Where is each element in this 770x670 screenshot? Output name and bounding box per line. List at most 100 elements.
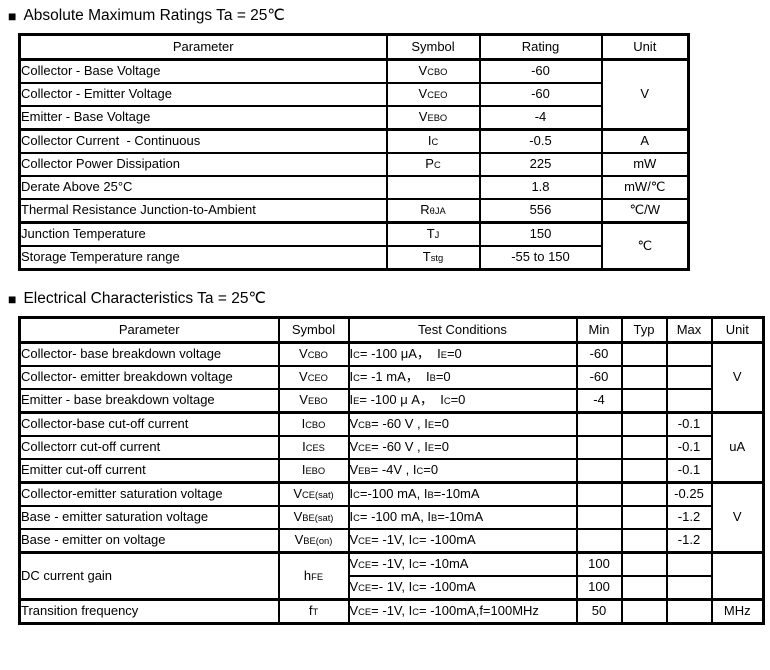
cell-typ	[620, 505, 668, 530]
cell-typ	[620, 598, 668, 625]
cell-min	[575, 528, 623, 554]
cell-parameter: DC current gain	[18, 551, 280, 601]
cell-unit: mW/℃	[600, 175, 690, 200]
section-title-absolute-maximum-ratings: ■ Absolute Maximum Ratings Ta = 25℃	[8, 0, 770, 25]
cell-symbol: ICBO	[277, 411, 350, 437]
table-row: Base - emitter saturation voltage VBE(sat…	[18, 505, 764, 530]
cell-max: -0.1	[665, 458, 713, 484]
cell-max	[665, 598, 713, 625]
cell-max: -0.1	[665, 435, 713, 460]
cell-unit: ℃	[600, 221, 690, 271]
cell-min: -4	[575, 388, 623, 414]
cell-min: 50	[575, 598, 623, 625]
table-row: Collector Current - Continuous IC -0.5 A	[18, 128, 690, 154]
column-header-symbol: Symbol	[277, 316, 350, 344]
table-row: Storage Temperature range Tstg -55 to 150	[18, 245, 689, 271]
cell-symbol	[385, 175, 481, 200]
column-header-unit: Unit	[710, 316, 765, 344]
cell-min	[575, 411, 623, 437]
cell-rating: -55 to 150	[478, 245, 603, 271]
cell-conditions: IE= -100 μ A， IC=0	[347, 388, 578, 414]
cell-min: -60	[575, 365, 623, 390]
table-row: Collector- base breakdown voltage VCBO IC=…	[18, 341, 765, 414]
cell-parameter: Emitter - Base Voltage	[18, 105, 388, 131]
table-row: Derate Above 25°C 1.8 mW/℃	[18, 175, 690, 200]
cell-parameter: Base - emitter saturation voltage	[18, 505, 280, 530]
header-row: Parameter Symbol Rating Unit	[18, 33, 690, 61]
cell-unit: V	[710, 481, 765, 554]
cell-rating: 225	[478, 152, 603, 177]
table-row: Junction Temperature TJ 150 ℃	[18, 221, 690, 271]
cell-typ	[620, 388, 668, 414]
cell-conditions: VCE= -60 V , IE=0	[347, 435, 578, 460]
cell-max	[665, 388, 713, 414]
table-row: Collector Power Dissipation PC 225 mW	[18, 152, 690, 177]
cell-symbol: VCEO	[385, 82, 481, 107]
cell-conditions: VCE= -1V, IC= -100mA,f=100MHz	[347, 598, 578, 625]
cell-rating: -4	[478, 105, 603, 131]
cell-symbol: TJ	[385, 221, 481, 247]
cell-typ	[620, 575, 668, 601]
cell-unit: MHz	[710, 598, 765, 625]
cell-rating: -60	[478, 58, 603, 84]
cell-symbol: VCBO	[277, 341, 350, 367]
column-header-min: Min	[575, 316, 623, 344]
electrical-characteristics-table: Parameter Symbol Test Conditions Min Typ Max U…	[18, 316, 765, 625]
cell-parameter: Collector-base cut-off current	[18, 411, 280, 437]
cell-unit	[710, 551, 765, 601]
cell-unit: V	[600, 58, 690, 131]
cell-unit: uA	[710, 411, 765, 484]
column-header-symbol: Symbol	[385, 33, 481, 61]
cell-rating: 1.8	[478, 175, 603, 200]
table-row: VCE=- 1V, IC= -100mA 100	[20, 575, 764, 601]
cell-min: 100	[575, 575, 623, 601]
cell-min	[575, 505, 623, 530]
cell-symbol: VBE(on)	[277, 528, 350, 554]
table-row: Collector - Base Voltage VCBO -60 V	[18, 58, 690, 131]
cell-symbol: Tstg	[385, 245, 481, 271]
cell-typ	[620, 458, 668, 484]
cell-conditions: VCE=- 1V, IC= -100mA	[347, 575, 578, 601]
cell-parameter: Junction Temperature	[18, 221, 388, 247]
cell-conditions: VCE= -1V, IC= -10mA	[347, 551, 578, 577]
column-header-unit: Unit	[600, 33, 690, 61]
cell-conditions: IC= -100 mA, IB=-10mA	[347, 505, 578, 530]
cell-rating: -0.5	[478, 128, 603, 154]
table-row: Collectorr cut-off current ICES VCE= -60 V…	[18, 435, 764, 460]
section-title-electrical-characteristics: ■ Electrical Characteristics Ta = 25℃	[8, 289, 770, 308]
cell-max	[665, 551, 713, 577]
cell-symbol: PC	[385, 152, 481, 177]
cell-conditions: VEB= -4V , IC=0	[347, 458, 578, 484]
section-title-text: Absolute Maximum Ratings Ta = 25℃	[23, 7, 285, 24]
cell-parameter: Collector Current - Continuous	[18, 128, 388, 154]
cell-min: -60	[575, 341, 623, 367]
cell-conditions: IC= -100 μA， IE=0	[347, 341, 578, 367]
cell-conditions: IC=-100 mA, IB=-10mA	[347, 481, 578, 507]
cell-parameter: Emitter - base breakdown voltage	[18, 388, 280, 414]
cell-typ	[620, 551, 668, 577]
cell-max	[665, 575, 713, 601]
cell-rating: 556	[478, 198, 603, 224]
cell-parameter: Emitter cut-off current	[18, 458, 280, 484]
cell-symbol: VCE(sat)	[277, 481, 350, 507]
table-row: Collector-emitter saturation voltage VCE(…	[18, 481, 765, 554]
cell-conditions: VCE= -1V, IC= -100mA	[347, 528, 578, 554]
cell-parameter: Derate Above 25°C	[18, 175, 388, 200]
absolute-maximum-ratings-table: Parameter Symbol Rating Unit Collector - Bas…	[18, 33, 690, 271]
cell-parameter: Storage Temperature range	[18, 245, 388, 271]
cell-symbol: VEBO	[385, 105, 481, 131]
table-row: Collector-base cut-off current ICBO VCB= -…	[18, 411, 765, 484]
cell-symbol: fT	[277, 598, 350, 625]
table-row: Emitter - Base Voltage VEBO -4	[18, 105, 689, 131]
cell-symbol: IC	[385, 128, 481, 154]
cell-unit: V	[710, 341, 765, 414]
cell-parameter: Base - emitter on voltage	[18, 528, 280, 554]
cell-symbol: ICES	[277, 435, 350, 460]
table-row: Collector- emitter breakdown voltage VCEO…	[18, 365, 764, 390]
cell-typ	[620, 365, 668, 390]
cell-rating: 150	[478, 221, 603, 247]
cell-parameter: Collector-emitter saturation voltage	[18, 481, 280, 507]
cell-min	[575, 435, 623, 460]
column-header-parameter: Parameter	[18, 33, 388, 61]
